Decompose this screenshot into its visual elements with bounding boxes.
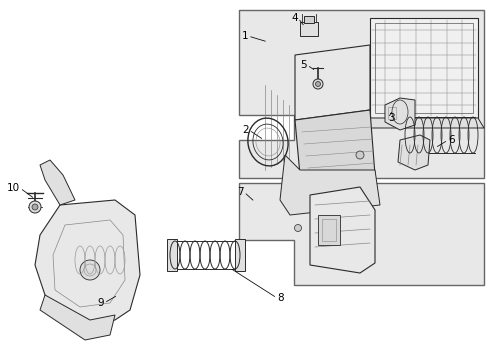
Bar [321,219,335,241]
Ellipse shape [312,79,323,89]
Polygon shape [239,10,483,178]
Bar [304,16,313,23]
Polygon shape [309,187,374,273]
Polygon shape [366,118,483,128]
Bar [369,18,477,118]
Text: 10: 10 [7,183,20,193]
Bar [387,107,395,119]
Text: 6: 6 [447,135,454,145]
Text: 1: 1 [241,31,247,41]
Bar [299,22,317,36]
Ellipse shape [315,81,320,86]
Polygon shape [239,183,483,285]
Bar [317,215,339,245]
Ellipse shape [355,151,363,159]
Text: 4: 4 [291,13,297,23]
Ellipse shape [32,204,38,210]
Text: 3: 3 [387,113,394,123]
Text: 2: 2 [242,125,248,135]
Polygon shape [294,45,369,120]
Polygon shape [35,200,140,325]
Bar [235,239,244,271]
Text: 8: 8 [276,293,283,303]
Polygon shape [397,135,429,170]
Text: 7: 7 [237,187,244,197]
Polygon shape [294,110,374,175]
Polygon shape [40,160,75,205]
Polygon shape [384,98,414,130]
Bar [167,239,177,271]
Ellipse shape [29,201,41,213]
Ellipse shape [294,225,301,231]
Text: 5: 5 [300,60,306,70]
Bar [374,23,472,113]
Polygon shape [280,155,379,215]
Polygon shape [40,295,115,340]
Ellipse shape [80,260,100,280]
Text: 9: 9 [97,298,104,308]
